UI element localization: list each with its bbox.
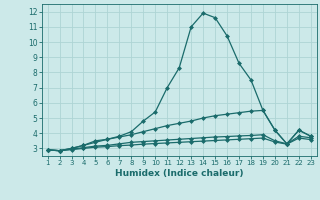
X-axis label: Humidex (Indice chaleur): Humidex (Indice chaleur) <box>115 169 244 178</box>
